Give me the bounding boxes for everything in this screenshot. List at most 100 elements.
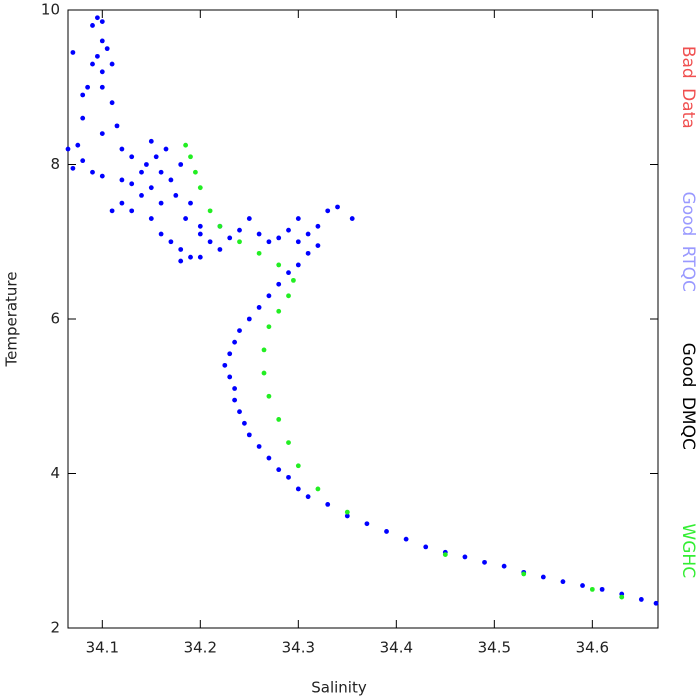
point [99, 69, 105, 75]
point [129, 208, 135, 214]
point [232, 386, 238, 391]
point [276, 417, 282, 422]
point [266, 393, 272, 399]
point [305, 494, 311, 500]
point [168, 177, 174, 183]
point [261, 370, 267, 376]
point [256, 444, 262, 449]
point [638, 597, 644, 602]
point [315, 223, 321, 229]
point [90, 169, 95, 175]
point [95, 53, 100, 59]
point [266, 239, 272, 245]
point [266, 293, 272, 299]
x-tick-label: 34.3 [282, 639, 315, 657]
point [540, 574, 546, 580]
point [197, 254, 203, 260]
point [207, 208, 213, 214]
point [305, 250, 311, 256]
point [75, 142, 81, 148]
point [589, 586, 595, 592]
point [217, 223, 223, 229]
point [188, 200, 193, 206]
x-tick-label: 34.2 [184, 639, 217, 657]
point [276, 281, 282, 287]
point [139, 193, 144, 198]
point [232, 397, 238, 403]
point [315, 486, 321, 492]
x-tick-label: 34.5 [478, 639, 511, 657]
point [256, 231, 262, 237]
point [305, 231, 311, 237]
point [168, 239, 174, 245]
point [158, 231, 164, 237]
point [560, 579, 566, 585]
point [99, 173, 105, 179]
point [266, 455, 272, 461]
legend-label: WGHC [678, 523, 698, 578]
point [237, 409, 242, 415]
point [183, 142, 189, 148]
point [148, 216, 154, 221]
point [482, 559, 487, 565]
point [144, 162, 149, 167]
plot-frame [67, 9, 659, 629]
point [237, 227, 242, 233]
point [286, 474, 291, 480]
point [119, 146, 125, 152]
point [227, 351, 233, 357]
point [295, 486, 301, 492]
point [295, 262, 301, 268]
point [295, 239, 301, 245]
point [65, 146, 71, 152]
point [276, 262, 282, 268]
point [256, 305, 262, 310]
point [85, 84, 91, 90]
point [178, 162, 184, 167]
y-tick-label: 4 [50, 464, 60, 482]
point [335, 204, 340, 210]
point [325, 502, 331, 507]
point [183, 216, 189, 221]
point [109, 100, 115, 106]
point [163, 146, 169, 152]
point [315, 243, 321, 249]
point [291, 277, 296, 283]
point [580, 583, 585, 588]
point [344, 513, 350, 519]
point [197, 231, 203, 237]
point [344, 509, 350, 515]
point [158, 169, 164, 175]
point [384, 529, 389, 534]
point [246, 316, 252, 322]
point [653, 600, 659, 606]
y-axis-label: Temperature [3, 271, 21, 367]
point [99, 19, 105, 24]
point [227, 235, 233, 241]
y-tick-label: 10 [41, 1, 60, 19]
point [217, 247, 223, 252]
point [95, 15, 100, 21]
point [90, 61, 95, 67]
point [193, 169, 198, 175]
point [99, 38, 105, 44]
point [129, 154, 135, 160]
point [148, 138, 154, 144]
point [286, 227, 291, 233]
point [188, 154, 193, 160]
point [70, 50, 76, 55]
point [276, 235, 282, 241]
point [197, 223, 203, 229]
y-tick-label: 8 [50, 155, 60, 173]
point [80, 158, 86, 164]
point [173, 193, 179, 198]
point [256, 250, 262, 256]
point [114, 123, 120, 129]
point [70, 165, 76, 171]
point [104, 46, 110, 52]
point [462, 554, 468, 560]
point [295, 216, 301, 221]
point [109, 208, 115, 214]
point [266, 324, 272, 330]
